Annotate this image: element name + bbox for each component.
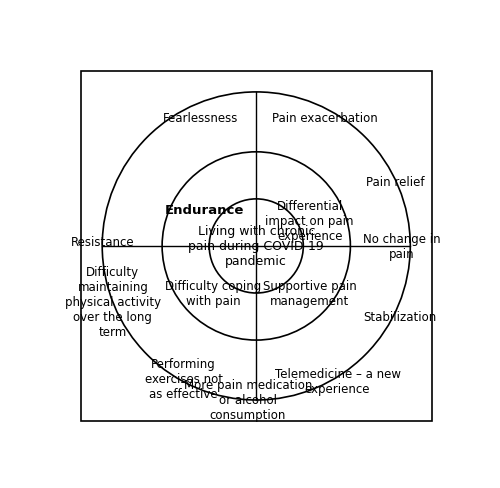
Text: Supportive pain
management: Supportive pain management: [263, 280, 356, 307]
Text: Fearlessness: Fearlessness: [163, 112, 238, 125]
Text: Telemedicine – a new
experience: Telemedicine – a new experience: [274, 367, 400, 395]
Text: No change in
pain: No change in pain: [363, 232, 440, 261]
Text: Endurance: Endurance: [165, 203, 244, 217]
Text: Difficulty coping
with pain: Difficulty coping with pain: [166, 280, 262, 307]
Text: Resistance: Resistance: [70, 236, 134, 249]
Text: Performing
exercises not
as effective: Performing exercises not as effective: [144, 357, 222, 400]
Text: Living with chronic
pain during COVID-19
pandemic: Living with chronic pain during COVID-19…: [188, 225, 324, 268]
Text: Difficulty
maintaining
physical activity
over the long
term: Difficulty maintaining physical activity…: [65, 265, 161, 338]
Text: Pain exacerbation: Pain exacerbation: [272, 112, 378, 125]
Text: More pain medication
or alcohol
consumption: More pain medication or alcohol consumpt…: [184, 379, 312, 422]
Text: Stabilization: Stabilization: [363, 310, 436, 324]
Text: Differential
impact on pain
experience: Differential impact on pain experience: [266, 200, 354, 242]
Text: Pain relief: Pain relief: [366, 176, 424, 189]
